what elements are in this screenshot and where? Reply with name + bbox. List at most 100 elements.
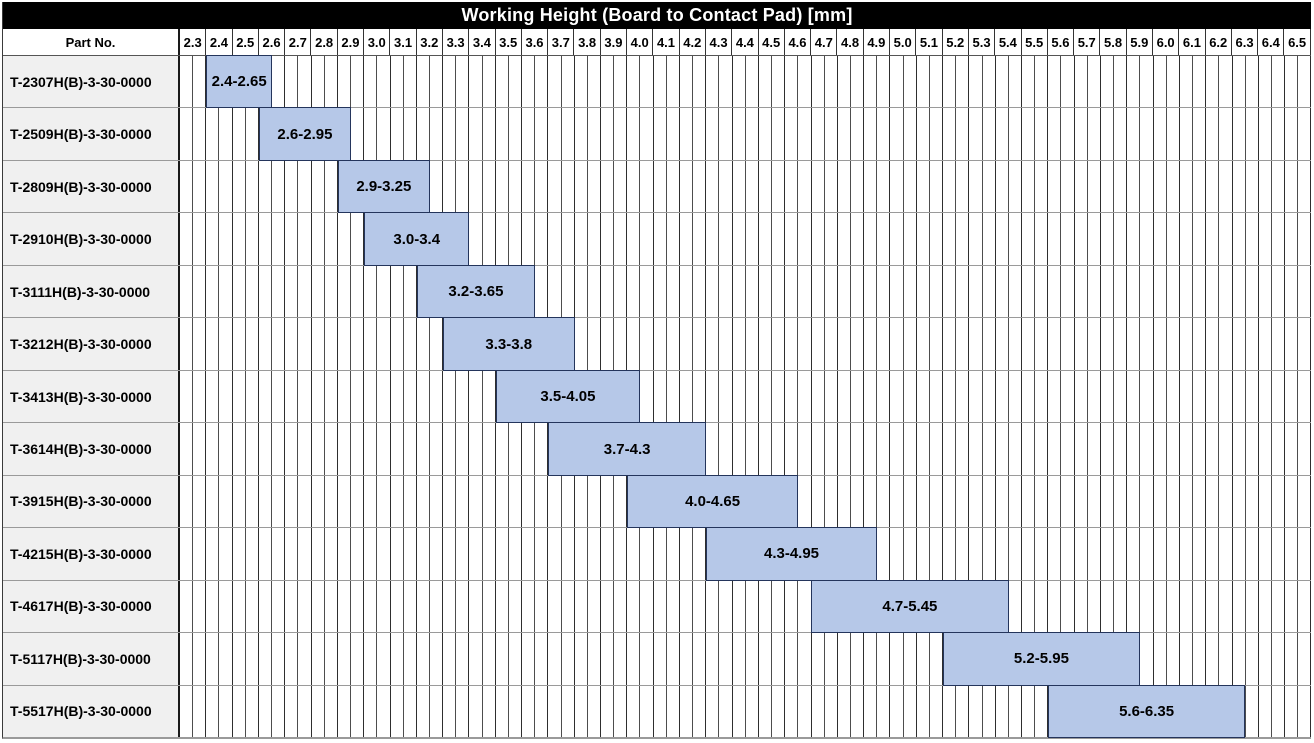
grid-cell (588, 108, 601, 160)
grid-cell (1285, 318, 1299, 370)
grid-cell (654, 108, 667, 160)
grid-cell (614, 265, 628, 318)
grid-cell (1193, 370, 1207, 423)
grid-cell (1167, 56, 1180, 108)
grid-cell (601, 475, 615, 528)
grid-cell (483, 423, 496, 475)
grid-cell (469, 213, 483, 265)
grid-cell (1114, 475, 1128, 528)
range-track: 5.6-6.35 (180, 684, 1312, 739)
grid-cell (193, 370, 207, 423)
grid-cell (719, 370, 733, 423)
grid-cell (469, 160, 483, 213)
grid-cell (693, 56, 707, 108)
grid-cell (430, 108, 444, 160)
grid-cell (219, 160, 233, 213)
grid-cell (312, 56, 325, 108)
grid-cell (772, 318, 786, 370)
grid-cell (1154, 56, 1167, 108)
grid-cell (298, 265, 312, 318)
grid-cell (812, 475, 825, 528)
grid-cell (667, 685, 680, 738)
grid-cell (483, 580, 496, 633)
grid-cell (522, 160, 536, 213)
grid-cell (575, 160, 588, 213)
grid-cell (1233, 318, 1246, 370)
grid-cell (364, 475, 378, 528)
grid-cell (719, 685, 733, 738)
grid-cell (312, 213, 325, 265)
grid-cell (917, 370, 930, 423)
grid-cell (443, 370, 457, 423)
grid-cell (851, 318, 865, 370)
grid-cell (1233, 423, 1246, 475)
range-bar: 3.0-3.4 (364, 212, 470, 266)
axis-tick: 3.9 (601, 29, 628, 55)
grid-cell (1127, 370, 1141, 423)
grid-cell (904, 318, 917, 370)
grid-cell (588, 160, 601, 213)
grid-cell (1246, 370, 1259, 423)
grid-cell (285, 370, 299, 423)
grid-cell (522, 423, 536, 475)
range-label: 2.9-3.25 (356, 178, 412, 196)
grid-cell (930, 318, 944, 370)
grid-cell (1219, 56, 1233, 108)
grid-cell (812, 370, 825, 423)
grid-cell (259, 475, 273, 528)
grid-cell (654, 370, 667, 423)
grid-cell (943, 475, 957, 528)
grid-cell (404, 318, 417, 370)
grid-cell (1206, 108, 1220, 160)
grid-cell (1022, 528, 1036, 580)
grid-cell (496, 213, 509, 265)
axis-tick: 5.5 (1022, 29, 1048, 55)
grid-cell (259, 528, 273, 580)
grid-cell (206, 160, 220, 213)
grid-cell (654, 265, 667, 318)
grid-cell (404, 370, 417, 423)
grid-cell (509, 685, 523, 738)
grid-cell (1009, 213, 1022, 265)
grid-cell (1272, 423, 1286, 475)
grid-cell (759, 265, 773, 318)
grid-cell (233, 370, 246, 423)
grid-cell (312, 423, 325, 475)
grid-cell (759, 213, 773, 265)
grid-cell (864, 475, 878, 528)
grid-cell (877, 370, 891, 423)
grid-cell (1127, 265, 1141, 318)
grid-cell (1101, 423, 1115, 475)
grid-cell (483, 528, 496, 580)
grid-cell (798, 56, 812, 108)
grid-cell (483, 108, 496, 160)
axis-tick: 3.0 (364, 29, 391, 55)
grid-cell (193, 318, 207, 370)
grid-cell (759, 580, 773, 633)
grid-cell (575, 633, 588, 685)
grid-cell (377, 528, 391, 580)
grid-cell (206, 528, 220, 580)
grid-cell (1127, 160, 1141, 213)
grid-cell (1298, 528, 1312, 580)
grid-cell (733, 633, 746, 685)
grid-cell (746, 580, 759, 633)
grid-cell (1259, 580, 1272, 633)
grid-cell (640, 56, 654, 108)
grid-cell (430, 56, 444, 108)
grid-cell (969, 160, 983, 213)
table-row: T-2509H(B)-3-30-0000 2.6-2.95 (3, 107, 1312, 161)
grid-cell (812, 108, 825, 160)
grid-cell (930, 370, 944, 423)
grid-cell (1219, 265, 1233, 318)
grid-cell (1167, 370, 1180, 423)
grid-cell (193, 56, 207, 108)
grid-cell (667, 108, 680, 160)
grid-cell (601, 633, 615, 685)
grid-cell (259, 685, 273, 738)
grid-cell (417, 580, 430, 633)
grid-cell (483, 370, 496, 423)
grid-cell (772, 580, 786, 633)
grid-cell (1285, 160, 1299, 213)
grid-cell (1140, 265, 1154, 318)
